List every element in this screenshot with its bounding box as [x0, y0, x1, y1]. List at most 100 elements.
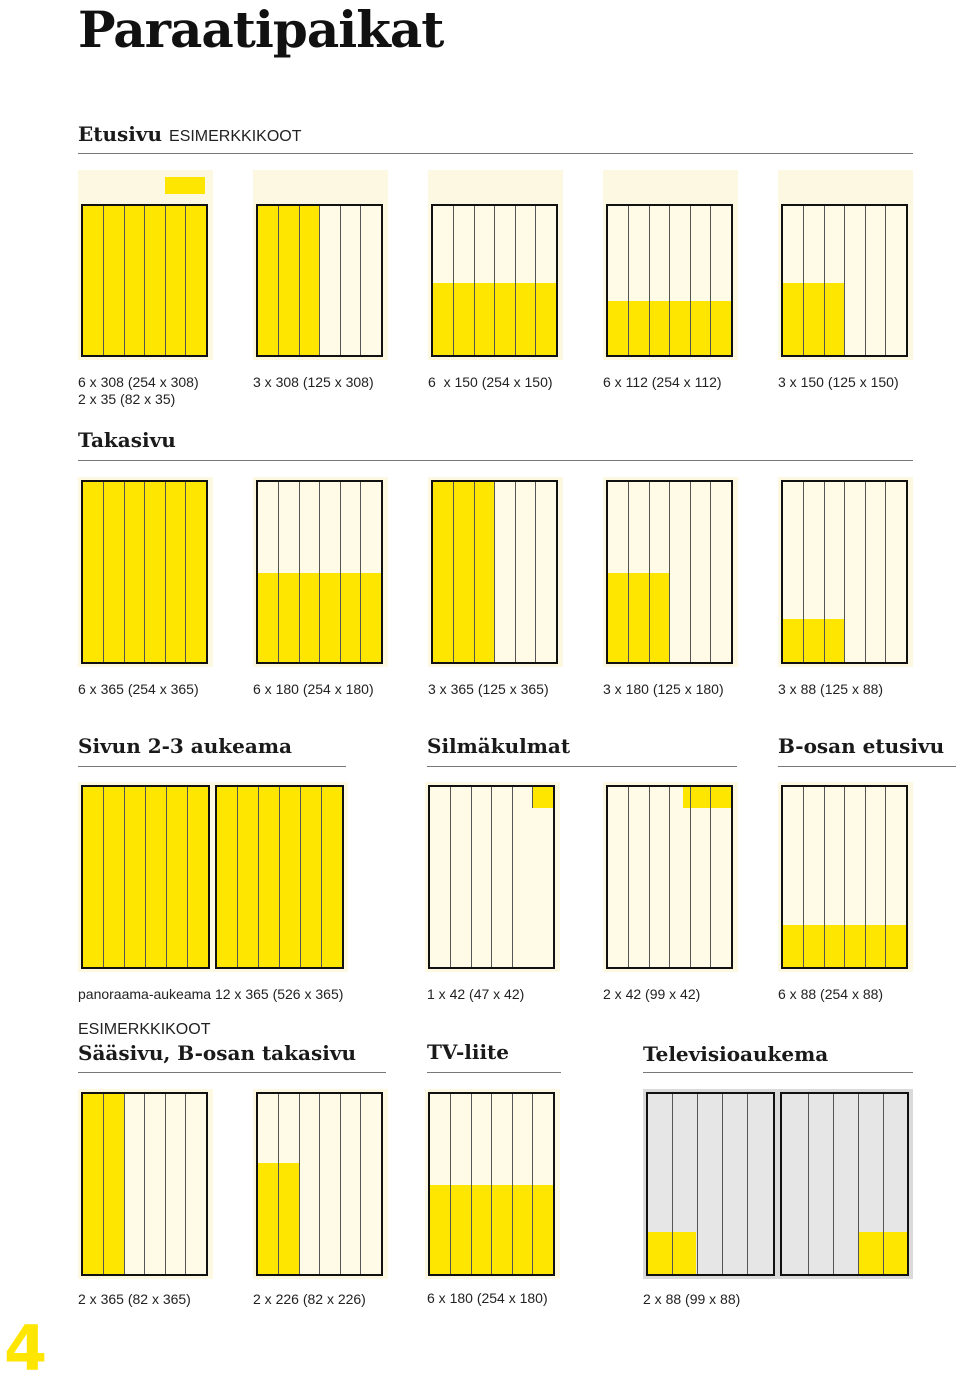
column-line — [279, 787, 280, 967]
section-title: Silmäkulmat — [427, 734, 571, 758]
column-line — [824, 206, 825, 355]
column-line — [690, 482, 691, 662]
column-line — [532, 787, 533, 808]
section-subtitle: ESIMERKKIKOOT — [169, 128, 302, 145]
column-line — [515, 206, 516, 355]
page-outline — [428, 785, 555, 969]
ad-fill — [608, 573, 670, 662]
column-line — [299, 206, 300, 355]
column-line — [885, 206, 886, 355]
column-line — [187, 787, 188, 967]
column-line — [299, 482, 300, 662]
caption: 2 x 35 (82 x 35) — [78, 391, 176, 407]
column-line — [865, 482, 866, 662]
layout-thumb-t3 — [428, 477, 563, 667]
column-line — [669, 206, 670, 355]
caption: 6 x 112 (254 x 112) — [603, 374, 722, 390]
column-line — [471, 787, 472, 967]
section-title: Sääsivu, B-osan takasivu — [78, 1041, 356, 1065]
ad-fill-corner — [165, 177, 205, 194]
caption: 6 x 365 (254 x 365) — [78, 681, 199, 697]
layout-thumb-e5 — [778, 170, 913, 360]
column-line — [103, 1094, 104, 1274]
column-line — [628, 482, 629, 662]
section-divider — [427, 1072, 561, 1073]
column-line — [453, 206, 454, 355]
column-line — [669, 482, 670, 662]
page-outline — [81, 1092, 208, 1276]
caption: 1 x 42 (47 x 42) — [427, 986, 525, 1002]
section-divider — [78, 766, 346, 767]
column-line — [453, 482, 454, 662]
section-divider — [78, 153, 913, 154]
column-line — [299, 1094, 300, 1274]
column-line — [710, 206, 711, 355]
column-line — [165, 206, 166, 355]
column-line — [145, 787, 146, 967]
column-line — [185, 206, 186, 355]
column-line — [844, 206, 845, 355]
column-line — [491, 787, 492, 967]
page-outline — [606, 480, 733, 664]
page-outline — [606, 204, 733, 357]
section-divider — [643, 1072, 913, 1073]
caption: 6 x 88 (254 x 88) — [778, 986, 884, 1002]
column-line — [690, 787, 691, 967]
ad-fill — [783, 283, 845, 355]
section-title: TV-liite — [427, 1040, 510, 1064]
layout-thumb-s1 — [425, 782, 560, 972]
column-line — [360, 1094, 361, 1274]
caption: 3 x 308 (125 x 308) — [253, 374, 374, 390]
column-line — [321, 787, 322, 967]
section-title: Sivun 2-3 aukeama — [78, 734, 292, 758]
caption: 3 x 365 (125 x 365) — [428, 681, 549, 697]
ad-fill — [683, 787, 731, 808]
column-line — [124, 482, 125, 662]
section-divider — [778, 766, 956, 767]
column-line — [144, 1094, 145, 1274]
column-line — [340, 1094, 341, 1274]
caption: 2 x 365 (82 x 365) — [78, 1291, 191, 1307]
layout-thumb-q3 — [425, 1089, 560, 1279]
column-line — [144, 482, 145, 662]
layout-thumb-t2 — [253, 477, 388, 667]
page-outline — [428, 1092, 555, 1276]
page-outline — [215, 785, 344, 969]
column-line — [471, 1094, 472, 1274]
section-subtitle: ESIMERKKIKOOT — [78, 1021, 211, 1038]
column-line — [166, 787, 167, 967]
section-divider — [427, 766, 737, 767]
column-line — [494, 482, 495, 662]
column-line — [450, 1094, 451, 1274]
section-title: B-osan etusivu — [778, 734, 945, 758]
column-line — [237, 787, 238, 967]
page-outline — [780, 1092, 909, 1276]
column-line — [885, 787, 886, 967]
column-line — [722, 1094, 723, 1274]
caption: 2 x 88 (99 x 88) — [643, 1291, 741, 1307]
section-title: Takasivu — [78, 428, 176, 452]
caption: 2 x 42 (99 x 42) — [603, 986, 701, 1002]
column-line — [824, 482, 825, 662]
ad-fill — [258, 206, 320, 355]
layout-thumb-t4 — [603, 477, 738, 667]
layout-thumb-q2 — [253, 1089, 388, 1279]
layout-thumb-t1 — [78, 477, 213, 667]
layout-thumb-e1 — [78, 170, 213, 360]
page-outline — [81, 785, 210, 969]
column-line — [278, 206, 279, 355]
column-line — [103, 787, 104, 967]
column-line — [515, 482, 516, 662]
column-line — [824, 787, 825, 967]
column-line — [858, 1094, 859, 1274]
column-line — [124, 1094, 125, 1274]
column-line — [747, 1094, 748, 1274]
column-line — [803, 206, 804, 355]
column-line — [258, 787, 259, 967]
caption: 3 x 88 (125 x 88) — [778, 681, 884, 697]
column-line — [844, 787, 845, 967]
layout-thumb-q4 — [643, 1089, 913, 1279]
page-outline — [781, 204, 908, 357]
layout-thumb-s2 — [603, 782, 738, 972]
column-line — [844, 482, 845, 662]
